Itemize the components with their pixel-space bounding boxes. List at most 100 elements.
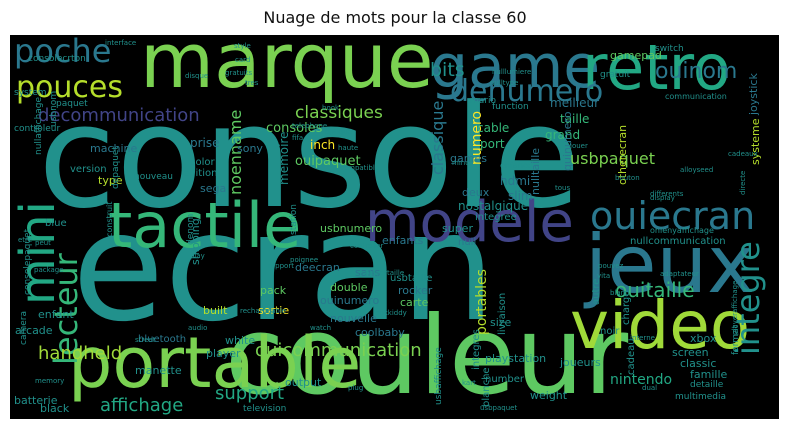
- word-street: street: [135, 336, 156, 344]
- word-directe: directe: [739, 170, 747, 195]
- word-grand: grand: [545, 128, 581, 142]
- word-denumero: denumero: [450, 74, 604, 109]
- word-gamepad: gamepad: [610, 49, 662, 62]
- word-type: type: [98, 174, 123, 187]
- word-ouinom: ouinom: [655, 59, 738, 84]
- word-edition: edition: [183, 168, 218, 179]
- word-poignee: poignee: [290, 256, 319, 264]
- word-meilleur: meilleur: [550, 96, 599, 110]
- word-retro: retro: [582, 35, 731, 104]
- word-optique: optique: [325, 128, 352, 136]
- word-alloyseed: alloyseed: [680, 166, 714, 174]
- word-station: station: [289, 204, 299, 235]
- word-plug: plug: [348, 384, 364, 392]
- word-deecran: deecran: [295, 261, 340, 274]
- word-rocker: rocker: [398, 284, 433, 297]
- word-joystick: joystick: [747, 73, 760, 115]
- word-sortie: sortie: [258, 304, 290, 317]
- word-black: black: [40, 402, 70, 415]
- word-disque: disque: [185, 72, 209, 80]
- word-nostalgique: nostalgique: [458, 199, 529, 213]
- word-compatible: compatible: [340, 164, 380, 172]
- word-poche: poche: [14, 35, 112, 70]
- word-mince: mince: [452, 159, 474, 167]
- word-screen: screen: [672, 346, 709, 359]
- word-telephone: telephone: [292, 122, 328, 130]
- word-rechargeable: rechargeable: [240, 307, 287, 315]
- word-taille: taille: [560, 112, 590, 126]
- word-player: player: [206, 347, 241, 360]
- word-denom: denom: [186, 213, 196, 245]
- word-usbpaquet: usbpaquet: [570, 149, 656, 168]
- word-camera: camera: [19, 311, 29, 345]
- word-fifa: fifa: [292, 134, 304, 142]
- word-prise: prise: [190, 136, 220, 150]
- word-detaille: detaille: [690, 380, 724, 390]
- word-pouces: pouces: [16, 70, 123, 105]
- word-ecran: ecran: [72, 181, 496, 355]
- word-cable: cable: [477, 121, 510, 135]
- word-pouvez: pouvez: [598, 262, 624, 270]
- word-classic: classic: [680, 357, 717, 370]
- word-watch: watch: [310, 324, 332, 332]
- word-interface: interface: [105, 39, 137, 47]
- word-communication: communication: [665, 92, 727, 101]
- word-hdmi: hdmi: [500, 174, 531, 188]
- word-deux: deux: [462, 186, 490, 199]
- word-null: null: [458, 237, 477, 248]
- word-package: package: [34, 266, 64, 274]
- word-kart: kart: [462, 379, 476, 387]
- word-bouton: bouton: [615, 174, 640, 182]
- word-bits: bits: [430, 59, 465, 81]
- word-ouitaille: ouitaille: [615, 278, 695, 302]
- word-decommunication: decommunication: [38, 105, 200, 126]
- word-adaptateur: adaptateur: [660, 270, 699, 278]
- word-audio: audio: [188, 324, 208, 332]
- word-pokkiddy: pokkiddy: [375, 309, 407, 317]
- word-playstation: playstation: [485, 352, 547, 365]
- word-construit: construit: [105, 201, 114, 237]
- word-inch: inch: [310, 138, 336, 152]
- word-vita: vita: [597, 272, 611, 280]
- word-card: card: [235, 56, 251, 64]
- word-white: white: [225, 334, 256, 347]
- word-peut: peut: [35, 239, 51, 247]
- word-version: version: [70, 164, 107, 175]
- word-built: built: [203, 304, 228, 317]
- word-consoles: consoles: [266, 121, 323, 136]
- word-support: support: [215, 383, 285, 404]
- word-dual: dual: [642, 384, 658, 392]
- word-ouinumero: ouinumero: [320, 294, 380, 307]
- word-video: video: [570, 287, 751, 364]
- word-memory: memory: [35, 377, 65, 385]
- word-size: size: [490, 316, 512, 329]
- word-nouveau: nouveau: [134, 172, 173, 182]
- word-rapport: rapport: [268, 262, 294, 270]
- word-number: number: [485, 374, 525, 385]
- word-portable: portable: [68, 322, 362, 404]
- word-livraison: livraison: [497, 292, 508, 335]
- word-mario: mario: [470, 96, 496, 106]
- word-paquet: paquet: [56, 99, 88, 109]
- word-nouvelle: nouvelle: [330, 312, 377, 325]
- word-interne: interne: [630, 334, 655, 342]
- word-marque: marque: [140, 35, 434, 105]
- word-nulllumiere: nulllumiere: [492, 68, 532, 76]
- word-systeme: systeme: [749, 118, 762, 165]
- word-multimedia: multimedia: [675, 392, 727, 402]
- word-nulltaille: nulltaille: [529, 147, 542, 195]
- word-nintendo: nintendo: [610, 372, 673, 388]
- word-usbnom: usbnom: [49, 90, 59, 127]
- word-weight: weight: [530, 389, 568, 402]
- word-joueurs: joueurs: [560, 356, 601, 369]
- word-controleur: controleur: [14, 124, 61, 134]
- word-playertaille: playertaille: [365, 269, 405, 277]
- word-blanche: blanche: [481, 367, 492, 407]
- word-enfance: enfance: [500, 161, 533, 170]
- word-enfants: enfants: [382, 234, 424, 247]
- word-nulltype: nulltype: [490, 79, 519, 87]
- word-sony: sony: [237, 142, 263, 155]
- word-noir: noir: [600, 326, 620, 337]
- word-autre: autre: [591, 278, 602, 305]
- word-cadeau: cadeau: [626, 338, 637, 375]
